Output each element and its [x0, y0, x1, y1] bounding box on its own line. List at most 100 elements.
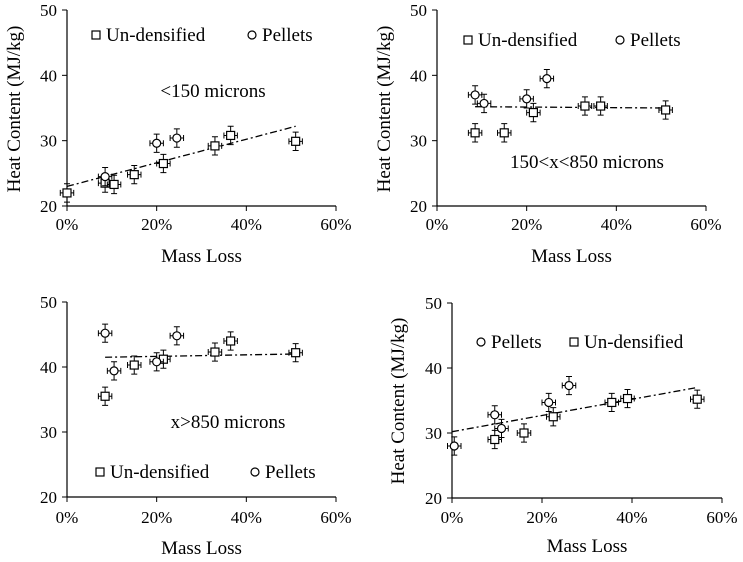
chart4-trendline: [451, 386, 698, 433]
chart1-pellets-point: [100, 172, 110, 182]
chart1-size-annotation: <150 microns: [160, 81, 265, 102]
chart4-legend-pellets-marker: [476, 337, 486, 347]
chart2-pellets-point: [470, 90, 480, 100]
chart1-pellets-point: [152, 138, 162, 148]
chart3-y-tick-label: 40: [40, 358, 57, 377]
chart4-pellets-point: [449, 441, 459, 451]
chart2-legend-undensified-label: Un-densified: [478, 30, 578, 51]
chart3-legend-pellets-label: Pellets: [265, 462, 316, 483]
chart3-undensified-point: [129, 360, 139, 370]
chart1-x-tick-label: 0%: [56, 215, 79, 234]
chart2-y-tick-label: 40: [410, 66, 427, 85]
chart1-y-tick-label: 50: [40, 1, 57, 20]
chart2-undensified-point: [528, 107, 538, 118]
chart4-y-tick-label: 50: [425, 294, 442, 313]
chart3-trendline: [105, 353, 296, 358]
chart3-x-tick-label: 20%: [141, 508, 172, 527]
chart3-x-tick-label: 0%: [56, 508, 79, 527]
chart1-undensified-point: [291, 136, 301, 146]
chart3-pellets-point: [109, 366, 119, 376]
chart1-legend-undensified-marker: [91, 30, 101, 40]
chart3-undensified-point: [291, 348, 301, 358]
chart1-y-tick-label: 20: [40, 197, 57, 216]
chart2-undensified-point: [596, 101, 606, 111]
chart4-undensified-point: [692, 394, 702, 404]
chart1-x-tick-label: 60%: [320, 215, 351, 234]
chart2-undensified-point: [499, 128, 509, 138]
chart1-legend-pellets-label: Pellets: [262, 25, 313, 46]
chart4-legend-undensified-label: Un-densified: [584, 332, 684, 353]
chart4-pellets-point: [496, 423, 507, 434]
chart3-pellets-point: [100, 328, 110, 338]
chart2-legend-pellets-label: Pellets: [630, 30, 681, 51]
chart2-pellets-point: [522, 94, 532, 104]
chart2-x-tick-label: 0%: [426, 215, 449, 234]
chart2-size-annotation: 150<x<850 microns: [510, 152, 664, 173]
chart1-undensified-point: [226, 130, 236, 141]
chart2-y-tick-label: 50: [410, 1, 427, 20]
chart2-legend-pellets-marker: [615, 35, 625, 45]
chart4-pellets-point: [564, 380, 574, 391]
chart1-y-axis-label: Heat Content (MJ/kg): [4, 26, 25, 193]
chart2-x-tick-label: 40%: [601, 215, 632, 234]
chart4-y-tick-label: 40: [425, 359, 442, 378]
chart3-legend-pellets-marker: [250, 467, 260, 477]
chart1-legend-pellets-marker: [247, 30, 257, 40]
chart1-legend-undensified-label: Un-densified: [106, 25, 206, 46]
chart3-x-tick-label: 40%: [231, 508, 262, 527]
chart1-trendline: [66, 125, 296, 188]
chart2-pellets-point: [479, 98, 489, 109]
chart2-undensified-point: [580, 101, 590, 111]
chart4-undensified-point: [607, 397, 617, 408]
chart4-legend-pellets-label: Pellets: [491, 332, 542, 353]
chart1-x-axis-label: Mass Loss: [161, 246, 242, 267]
chart4-x-tick-label: 0%: [441, 508, 464, 527]
chart1-undensified-point: [210, 141, 220, 151]
chart3-legend-undensified-label: Un-densified: [110, 462, 210, 483]
chart4-x-tick-label: 40%: [616, 508, 647, 527]
chart4-x-tick-label: 60%: [706, 508, 737, 527]
chart1-x-tick-label: 20%: [141, 215, 172, 234]
chart3-undensified-point: [226, 336, 236, 346]
chart2-undensified-point: [661, 105, 671, 115]
chart3-pellets-point: [172, 331, 182, 341]
chart3-undensified-point: [100, 391, 110, 401]
chart4-y-axis-label: Heat Content (MJ/kg): [388, 318, 409, 485]
chart4-legend-undensified-marker: [569, 337, 579, 347]
chart1-undensified-point: [109, 179, 119, 190]
chart4-pellets-point: [544, 397, 554, 408]
chart3-undensified-point: [210, 347, 220, 357]
chart3-legend-undensified-marker: [95, 467, 105, 477]
chart4-undensified-point: [490, 434, 500, 445]
chart2-x-tick-label: 20%: [511, 215, 542, 234]
chart3-y-tick-label: 20: [40, 488, 57, 507]
chart3-y-tick-label: 50: [40, 293, 57, 312]
chart3-y-tick-label: 30: [40, 423, 57, 442]
chart2-trendline: [475, 106, 666, 109]
chart3-x-axis-label: Mass Loss: [161, 538, 242, 559]
chart4-y-tick-label: 20: [425, 489, 442, 508]
chart4-x-tick-label: 20%: [526, 508, 557, 527]
chart1-undensified-point: [158, 158, 168, 169]
chart1-undensified-point: [129, 170, 139, 180]
chart1-pellets-point: [172, 133, 182, 143]
chart4-undensified-point: [519, 428, 529, 438]
chart2-y-tick-label: 30: [410, 132, 427, 151]
chart2-x-tick-label: 60%: [690, 215, 721, 234]
chart4-y-tick-label: 30: [425, 424, 442, 443]
chart1-x-tick-label: 40%: [231, 215, 262, 234]
chart1-undensified-point: [62, 188, 72, 198]
chart2-legend-undensified-marker: [463, 35, 473, 45]
chart4-x-axis-label: Mass Loss: [547, 536, 628, 557]
chart1-y-tick-label: 30: [40, 132, 57, 151]
chart4-undensified-point: [548, 412, 558, 422]
chart4-pellets-point: [490, 410, 500, 420]
chart2-y-axis-label: Heat Content (MJ/kg): [374, 26, 395, 193]
chart2-pellets-point: [542, 73, 552, 84]
chart4-undensified-point: [622, 393, 633, 404]
chart3-x-tick-label: 60%: [320, 508, 351, 527]
chart3-pellets-point: [152, 357, 162, 367]
chart2-x-axis-label: Mass Loss: [531, 246, 612, 267]
chart2-y-tick-label: 20: [410, 197, 427, 216]
